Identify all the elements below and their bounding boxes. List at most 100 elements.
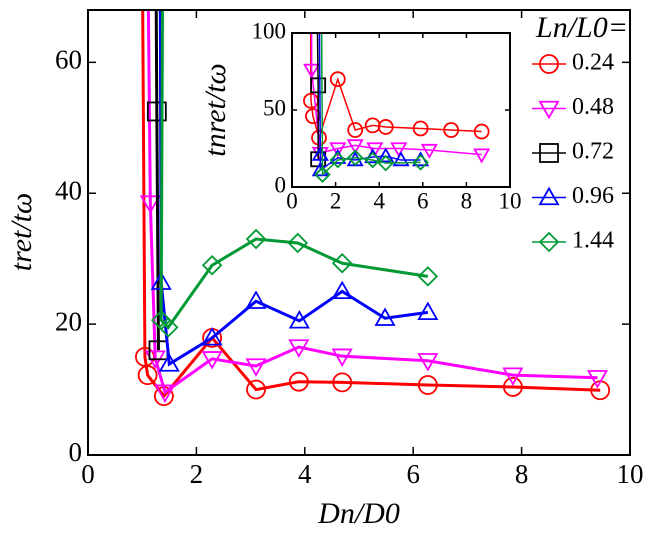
marker — [538, 100, 560, 120]
y-tick-label: 100 — [252, 18, 287, 43]
y-tick-label: 60 — [55, 45, 82, 75]
series-line — [316, 33, 319, 160]
plot-area — [303, 0, 491, 183]
y-tick-label: 20 — [55, 306, 82, 336]
marker — [329, 142, 347, 158]
marker — [158, 353, 180, 372]
marker — [201, 327, 223, 346]
marker — [310, 0, 324, 9]
marker — [417, 353, 439, 372]
marker — [538, 186, 560, 206]
y-axis-label: tret/tω — [5, 193, 38, 271]
series-line — [146, 10, 598, 395]
x-tick-label: 8 — [461, 188, 473, 213]
series-line — [141, 10, 601, 399]
marker — [245, 358, 267, 377]
marker — [538, 231, 560, 253]
marker — [586, 370, 609, 389]
marker — [366, 142, 384, 158]
x-tick-label: 0 — [81, 459, 95, 489]
y-tick-label: 0 — [69, 437, 83, 467]
marker — [503, 377, 523, 397]
marker — [377, 147, 395, 163]
x-tick-label: 6 — [417, 188, 429, 213]
marker — [314, 166, 331, 183]
legend-title: Ln/L0= — [535, 11, 628, 44]
x-tick-label: 2 — [330, 188, 342, 213]
marker — [332, 372, 353, 393]
marker — [331, 348, 353, 367]
marker — [374, 307, 396, 326]
marker — [314, 0, 328, 9]
legend-label: 1.44 — [572, 228, 614, 254]
x-tick-label: 4 — [373, 188, 385, 213]
marker — [303, 63, 321, 79]
y-tick-label: 50 — [263, 95, 286, 120]
y-tick-label: 0 — [275, 172, 287, 197]
series-line — [310, 33, 482, 156]
marker — [288, 371, 309, 392]
marker — [346, 139, 364, 155]
marker — [245, 228, 267, 250]
marker — [146, 101, 167, 122]
marker — [412, 120, 429, 137]
marker — [539, 54, 559, 74]
legend-label: 0.96 — [572, 183, 614, 209]
marker — [392, 151, 410, 167]
x-tick-label: 4 — [298, 459, 312, 489]
marker — [412, 154, 429, 171]
x-tick-label: 2 — [190, 459, 204, 489]
marker — [420, 143, 438, 159]
marker — [329, 71, 346, 88]
marker — [157, 317, 179, 338]
legend-label: 0.48 — [572, 94, 614, 120]
marker — [417, 301, 439, 320]
marker — [377, 154, 395, 172]
marker — [417, 375, 438, 395]
marker — [287, 232, 309, 254]
marker — [154, 384, 176, 403]
marker — [347, 122, 364, 138]
plot-frame — [291, 32, 511, 188]
x-tick-label: 8 — [515, 459, 529, 489]
marker — [245, 290, 267, 309]
marker — [310, 77, 327, 94]
x-tick-label: 10 — [499, 188, 522, 213]
marker — [305, 0, 319, 9]
marker — [201, 254, 223, 276]
marker — [304, 0, 318, 9]
marker — [137, 365, 158, 386]
marker — [139, 195, 161, 214]
series-line — [154, 10, 160, 351]
marker — [331, 252, 353, 274]
marker — [390, 142, 408, 158]
marker — [377, 119, 394, 135]
inset-y-axis-label: tnret/tω — [199, 63, 232, 156]
legend-label: 0.24 — [572, 50, 614, 76]
x-tick-label: 6 — [406, 459, 420, 489]
marker — [443, 122, 460, 138]
marker — [473, 148, 491, 164]
marker — [331, 280, 353, 300]
series-line — [159, 10, 429, 330]
marker — [539, 143, 559, 163]
marker — [329, 151, 347, 169]
marker — [201, 351, 223, 370]
series-line — [320, 33, 421, 177]
marker — [246, 379, 266, 400]
plot-area — [135, 10, 611, 407]
plot-frame — [87, 9, 631, 456]
x-tick-label: 0 — [286, 188, 298, 213]
marker — [311, 145, 329, 161]
marker — [364, 151, 381, 169]
x-axis-label: Dn/D0 — [317, 497, 400, 530]
series-line — [158, 10, 429, 367]
marker — [346, 149, 364, 167]
marker — [312, 0, 326, 7]
marker — [473, 123, 490, 140]
marker — [288, 339, 310, 358]
marker — [502, 367, 524, 386]
series-line — [309, 33, 482, 141]
marker — [288, 310, 310, 329]
